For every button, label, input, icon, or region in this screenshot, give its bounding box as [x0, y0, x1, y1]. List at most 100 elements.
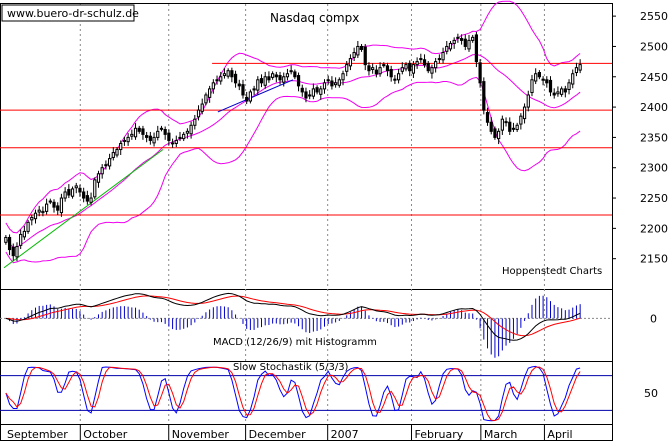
- candle-body: [159, 127, 164, 130]
- candle-body: [193, 118, 197, 126]
- candle: [4, 235, 8, 245]
- x-axis-frame: [0, 424, 613, 441]
- candle-body: [137, 127, 141, 132]
- candle-body: [311, 88, 315, 97]
- candle: [111, 147, 115, 161]
- candle: [52, 199, 56, 213]
- candle: [430, 64, 434, 79]
- candle-body: [382, 64, 386, 67]
- candle: [411, 61, 416, 78]
- candle-body: [119, 142, 123, 151]
- candle-body: [515, 124, 519, 131]
- candle-body: [359, 45, 364, 50]
- candle-body: [348, 58, 353, 67]
- candle: [285, 68, 290, 81]
- candle-body: [567, 82, 571, 91]
- candle: [500, 115, 504, 135]
- candle-body: [426, 62, 430, 72]
- candle-body: [519, 115, 523, 125]
- candle: [226, 68, 230, 79]
- candle: [145, 131, 149, 143]
- month-label: December: [249, 428, 307, 441]
- trendline: [3, 149, 164, 269]
- candle-body: [500, 118, 504, 131]
- price-tick-label: 2400: [640, 101, 668, 114]
- candle-body: [26, 221, 30, 232]
- candle: [456, 33, 460, 43]
- candle-body: [126, 136, 130, 143]
- candle-body: [74, 185, 78, 189]
- candle-body: [511, 127, 516, 130]
- candle: [322, 79, 327, 94]
- candle: [534, 68, 538, 85]
- candle: [252, 85, 256, 95]
- candle-body: [545, 79, 549, 84]
- candle: [378, 62, 382, 77]
- candle: [422, 54, 427, 68]
- candle: [263, 71, 267, 89]
- candle: [267, 71, 271, 83]
- candle: [304, 87, 308, 103]
- month-label: 2007: [331, 428, 359, 441]
- candle: [552, 88, 556, 99]
- candle-body: [30, 216, 34, 221]
- candle-body: [411, 64, 416, 74]
- candle: [530, 74, 534, 97]
- candle-body: [578, 64, 582, 71]
- candle: [330, 76, 334, 90]
- candle: [400, 62, 404, 75]
- candle: [471, 34, 475, 43]
- candle: [459, 34, 464, 45]
- candle-body: [304, 91, 308, 99]
- candle-body: [152, 136, 156, 144]
- candle-body: [300, 87, 304, 93]
- candle-body: [504, 121, 508, 124]
- candle-body: [396, 73, 401, 81]
- candle: [189, 121, 193, 139]
- month-labels: September October November December 2007 Febr…: [7, 425, 573, 441]
- candle: [519, 113, 523, 130]
- candle-body: [363, 46, 367, 66]
- candle: [508, 117, 512, 135]
- candle: [437, 54, 441, 64]
- candle-body: [104, 164, 108, 167]
- candle: [404, 62, 408, 72]
- candle: [511, 122, 516, 132]
- candle-body: [400, 67, 404, 72]
- candle-body: [4, 236, 8, 243]
- candle-body: [22, 230, 26, 238]
- candle: [159, 125, 164, 132]
- candle-body: [326, 79, 330, 82]
- candle-body: [44, 203, 49, 212]
- candle-body: [122, 139, 127, 142]
- candle: [104, 160, 108, 170]
- candle: [44, 198, 49, 215]
- candle-body: [522, 106, 527, 120]
- candle-body: [7, 236, 12, 251]
- candle: [200, 98, 204, 115]
- candle: [70, 186, 75, 199]
- candle: [126, 133, 130, 146]
- candle: [141, 125, 145, 140]
- candle-body: [441, 52, 445, 61]
- candle: [178, 131, 182, 142]
- candle-body: [289, 70, 293, 73]
- candle-body: [574, 67, 579, 74]
- candle-body: [93, 179, 97, 198]
- candle: [359, 44, 364, 52]
- candle-body: [59, 197, 64, 214]
- candle: [22, 225, 26, 240]
- candle: [119, 140, 123, 155]
- candle: [233, 70, 238, 88]
- candle: [497, 128, 501, 145]
- candle: [363, 44, 367, 71]
- candle-body: [133, 127, 138, 138]
- candle-body: [67, 189, 71, 196]
- candle: [393, 74, 397, 85]
- price-tick-label: 2300: [640, 162, 668, 175]
- candle-body: [11, 246, 15, 257]
- candle: [448, 40, 453, 52]
- candle-body: [41, 210, 45, 214]
- candle-body: [96, 173, 101, 183]
